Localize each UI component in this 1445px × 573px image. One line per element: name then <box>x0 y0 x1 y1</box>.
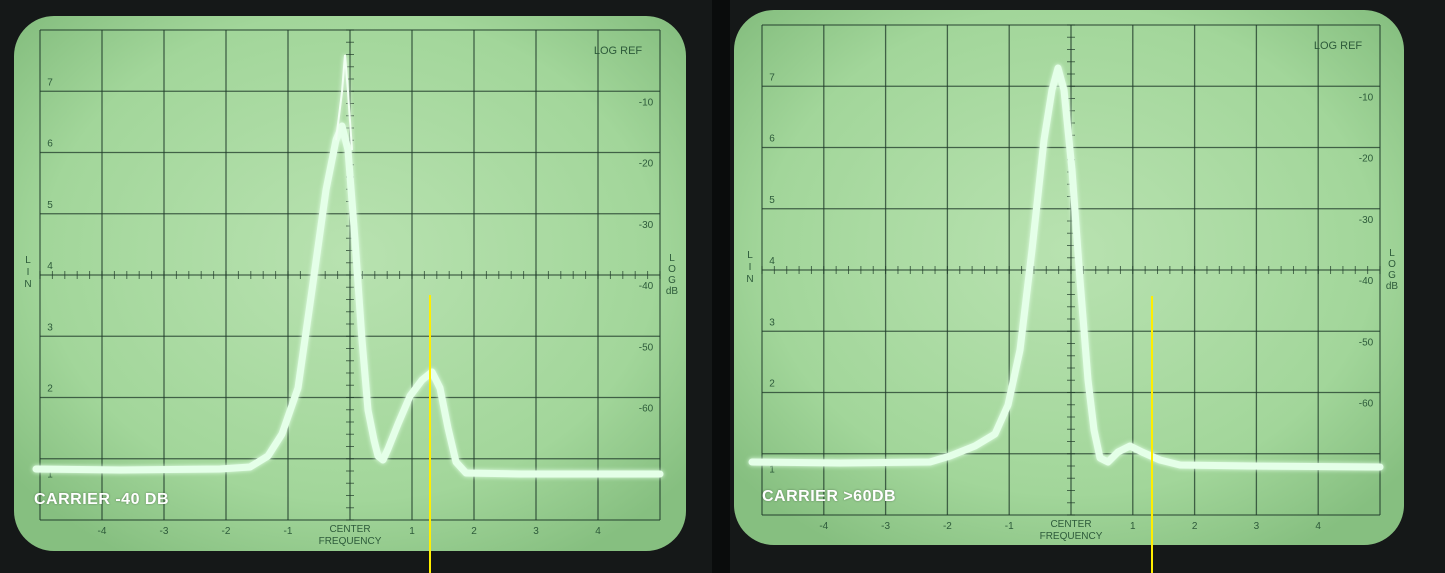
right-axis-letter: dB <box>666 286 679 297</box>
bottom-scale-label: 1 <box>409 526 415 537</box>
graticule-labels-right: LOG REF 7 6 5 4 3 2 1 -10 -20 -30 -40 -50 -60 -4 -3 -2 -1… <box>746 40 1398 542</box>
left-axis-letter: I <box>27 267 30 278</box>
bottom-scale-label: 2 <box>471 526 477 537</box>
right-scale-label: -50 <box>1359 337 1374 348</box>
right-axis-letter: O <box>668 264 676 275</box>
left-scale-label: 2 <box>47 384 53 395</box>
crt-screen-right <box>734 10 1404 545</box>
left-scale-label: 4 <box>47 261 53 272</box>
right-scale-label: -50 <box>639 342 654 353</box>
right-scale-label: -10 <box>1359 92 1374 103</box>
panel-left: LOG REF 7 6 5 4 3 2 1 -10 -20 -30 -40 -50 -60 -4 -3 -2 -1… <box>14 16 686 573</box>
bottom-scale-label: 2 <box>1192 521 1198 532</box>
left-scale-label: 1 <box>769 464 775 475</box>
bottom-scale-label: 1 <box>1130 521 1136 532</box>
right-axis-letter: L <box>669 253 675 264</box>
spectrum-trace-peak-left <box>335 54 353 151</box>
bottom-scale-label: -2 <box>943 521 952 532</box>
bottom-scale-label: 4 <box>595 526 601 537</box>
right-scale-label: -20 <box>1359 154 1374 165</box>
graticule-right <box>761 24 1381 516</box>
bottom-scale-label: -4 <box>819 521 828 532</box>
panel-divider <box>712 0 730 573</box>
center-label: CENTER <box>329 524 370 535</box>
left-scale-label: 5 <box>769 195 775 206</box>
right-axis-letter: O <box>1388 259 1396 270</box>
frequency-label: FREQUENCY <box>319 536 382 547</box>
right-scale-label: -30 <box>1359 215 1374 226</box>
right-scale-label: -20 <box>639 159 654 170</box>
right-scale-label: -30 <box>639 220 654 231</box>
caption-left: CARRIER -40 DB <box>34 491 170 508</box>
bottom-scale-label: -3 <box>881 521 890 532</box>
right-scale-label: -60 <box>1359 399 1374 410</box>
left-scale-label: 3 <box>47 322 53 333</box>
bottom-scale-label: -3 <box>160 526 169 537</box>
log-ref-label: LOG REF <box>1314 40 1363 52</box>
left-scale-label: 4 <box>769 256 775 267</box>
spectrum-trace-left <box>32 122 664 478</box>
left-axis-letter: I <box>749 262 752 273</box>
right-axis-letter: dB <box>1386 281 1399 292</box>
right-scale-label: -40 <box>1359 276 1374 287</box>
right-scale-label: -40 <box>639 281 654 292</box>
left-scale-label: 5 <box>47 200 53 211</box>
bottom-scale-label: 3 <box>533 526 539 537</box>
left-axis-letter: L <box>25 255 31 266</box>
log-ref-label: LOG REF <box>594 45 643 57</box>
graticule-left <box>39 29 661 521</box>
frequency-label: FREQUENCY <box>1040 531 1103 542</box>
graticule-labels-left: LOG REF 7 6 5 4 3 2 1 -10 -20 -30 -40 -50 -60 -4 -3 -2 -1… <box>24 45 678 547</box>
bottom-scale-label: -4 <box>98 526 107 537</box>
bottom-scale-label: -1 <box>284 526 293 537</box>
left-axis-letter: N <box>24 279 31 290</box>
panel-right: LOG REF 7 6 5 4 3 2 1 -10 -20 -30 -40 -50 -60 -4 -3 -2 -1… <box>734 10 1404 573</box>
bottom-scale-label: 3 <box>1254 521 1260 532</box>
center-label: CENTER <box>1050 519 1091 530</box>
left-scale-label: 6 <box>47 139 53 150</box>
right-axis-letter: G <box>668 275 676 286</box>
right-scale-label: -10 <box>639 97 654 108</box>
bottom-scale-label: -1 <box>1005 521 1014 532</box>
left-scale-label: 6 <box>769 134 775 145</box>
right-axis-letter: G <box>1388 270 1396 281</box>
bottom-scale-label: 4 <box>1315 521 1321 532</box>
left-axis-letter: N <box>746 274 753 285</box>
right-scale-label: -60 <box>639 404 654 415</box>
left-scale-label: 2 <box>769 379 775 390</box>
caption-right: CARRIER >60DB <box>762 488 897 505</box>
bottom-scale-label: -2 <box>222 526 231 537</box>
left-scale-label: 7 <box>47 77 53 88</box>
spectrum-trace-right <box>748 64 1384 471</box>
left-axis-letter: L <box>747 250 753 261</box>
right-axis-letter: L <box>1389 248 1395 259</box>
left-scale-label: 1 <box>47 469 53 480</box>
left-scale-label: 3 <box>769 317 775 328</box>
left-scale-label: 7 <box>769 72 775 83</box>
